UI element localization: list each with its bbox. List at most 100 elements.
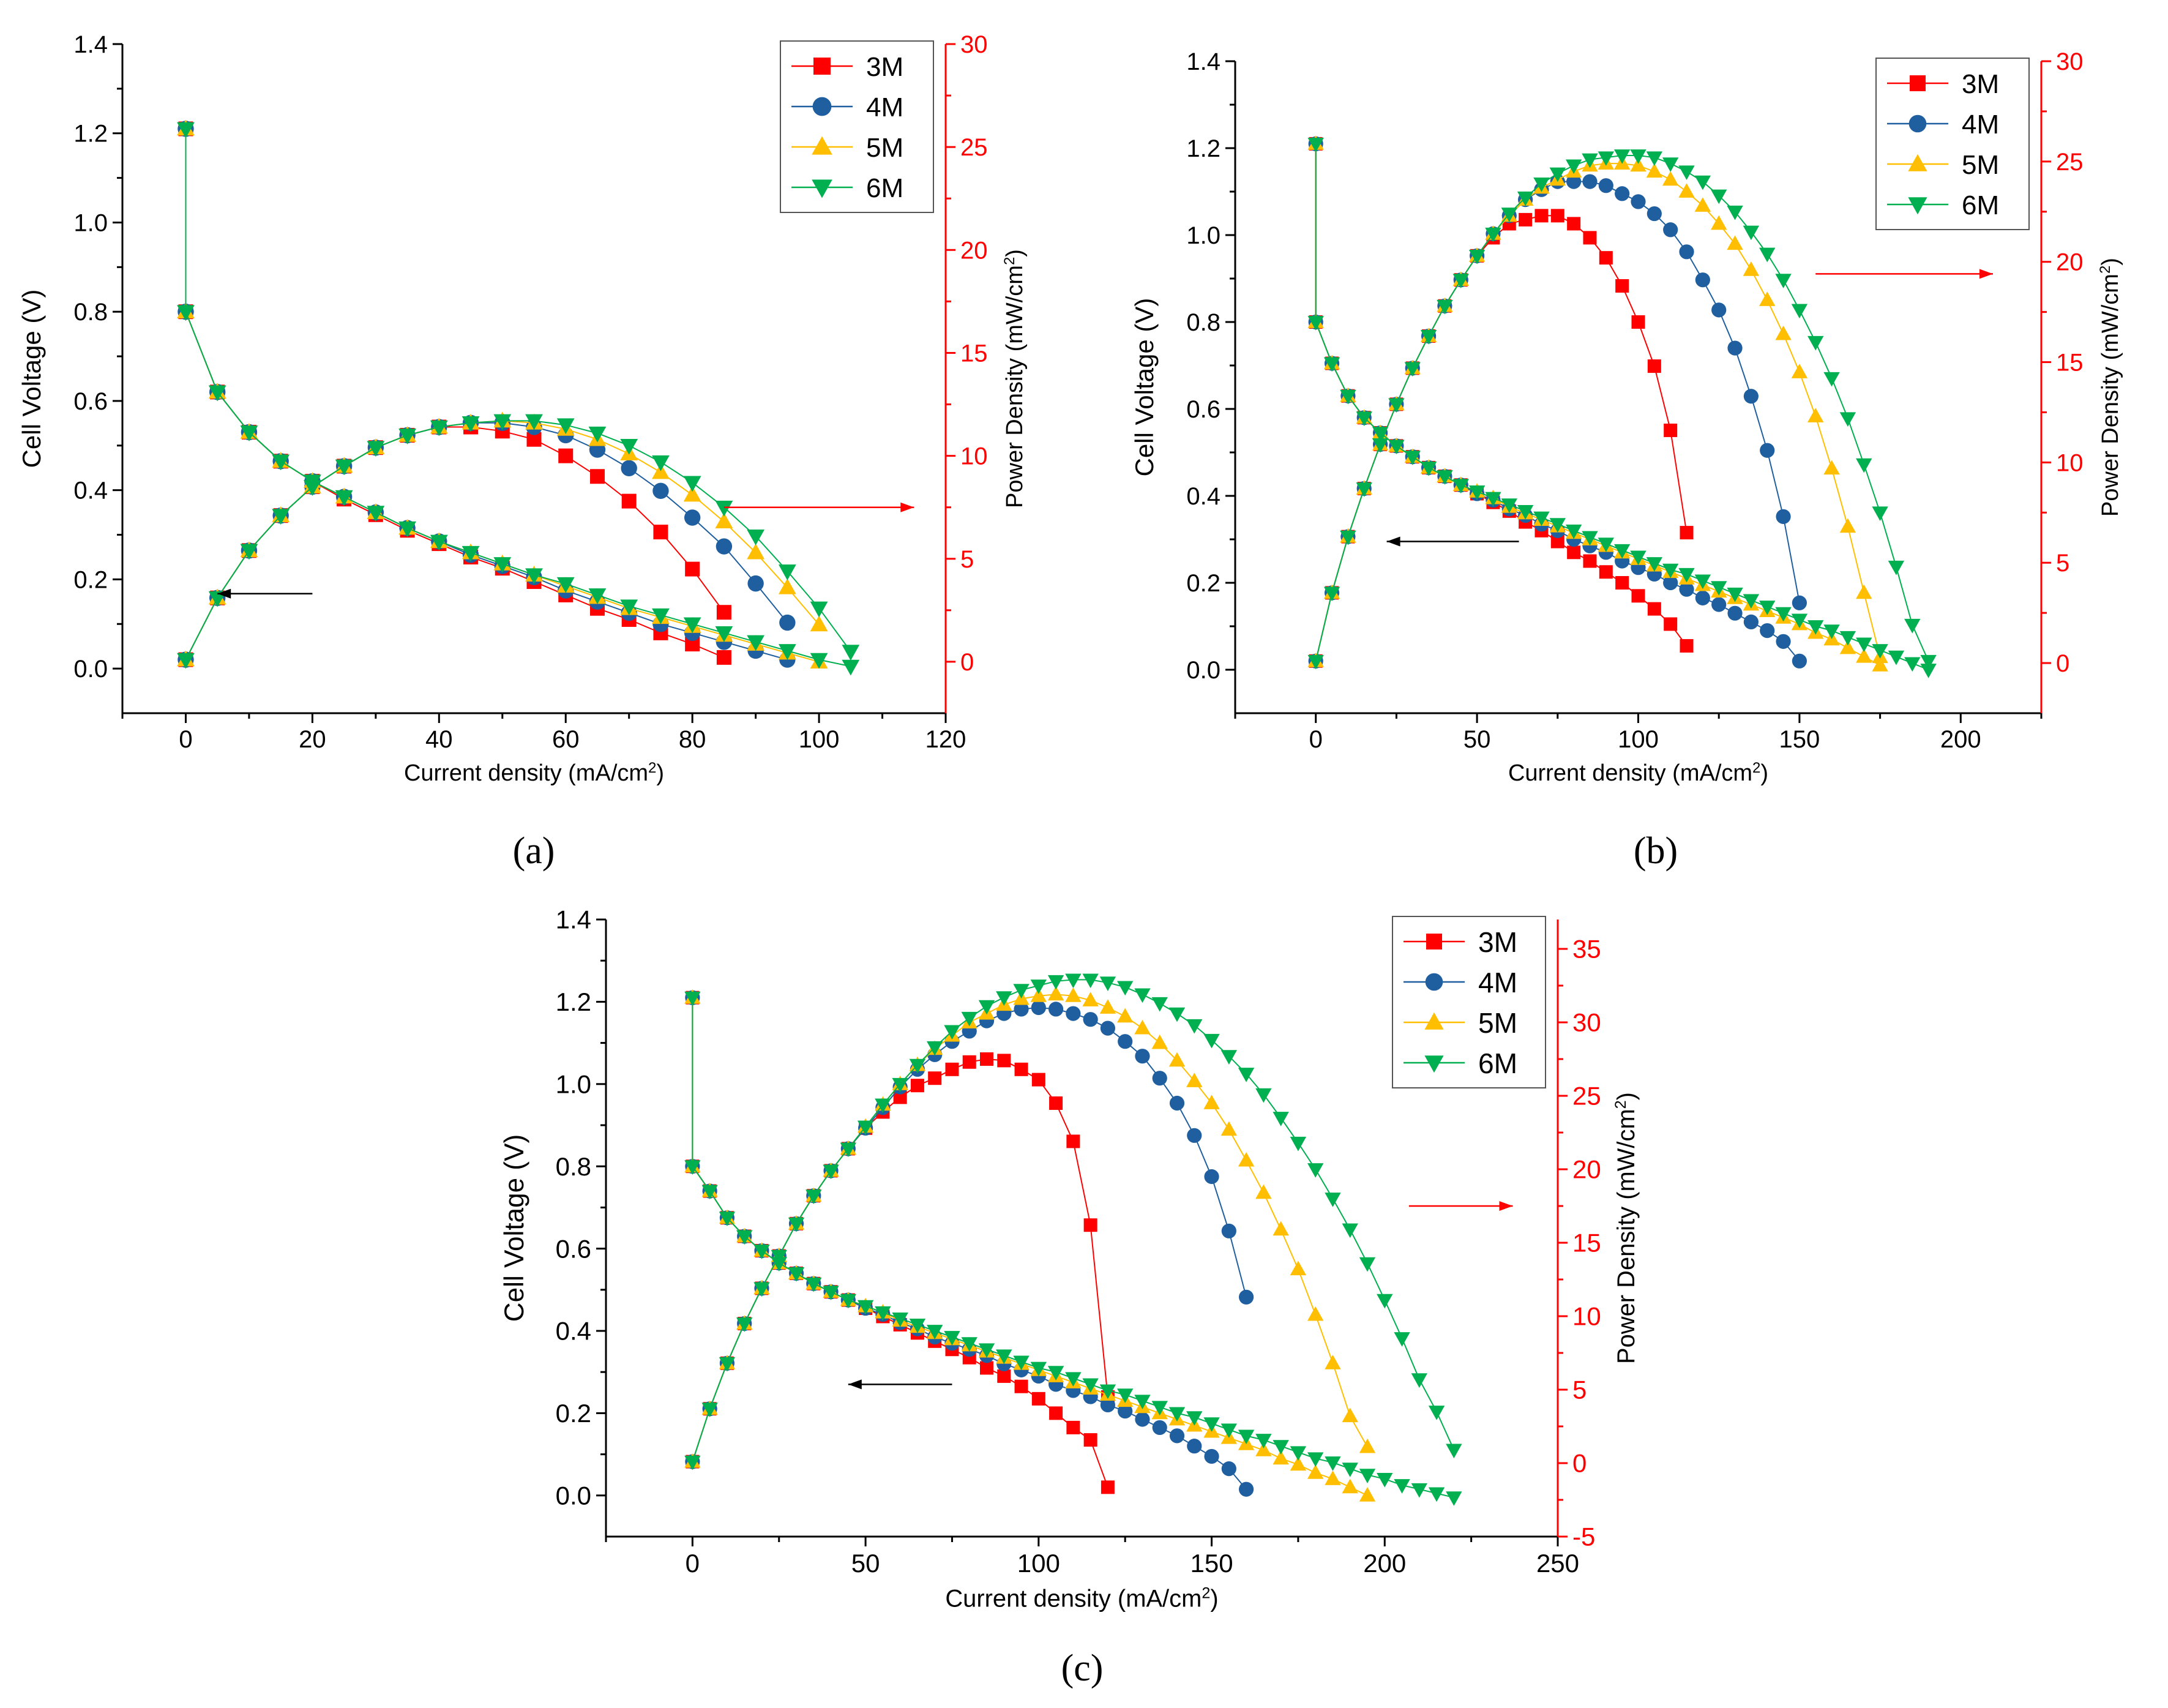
voltage-point-6M (1437, 470, 1453, 485)
power-point-3M (653, 525, 668, 540)
power-point-6M (1323, 586, 1340, 602)
x-tick-label: 20 (299, 726, 326, 753)
voltage-point-6M (1116, 1388, 1134, 1403)
legend-marker-5M (1424, 1012, 1444, 1030)
power-point-6M (1517, 191, 1534, 206)
power-point-4M (1792, 595, 1807, 610)
y-tick-label: 1.4 (73, 31, 108, 58)
power-point-6M (556, 418, 575, 435)
power-point-5M (1290, 1260, 1307, 1276)
voltage-point-6M (1082, 1378, 1099, 1393)
power-point-6M (1485, 227, 1501, 242)
legend-marker-6M (1424, 1055, 1444, 1073)
voltage-point-6M (1904, 657, 1921, 672)
voltage-point-3M (1599, 565, 1613, 579)
legend-label-3M: 3M (866, 52, 903, 82)
power-point-5M (747, 543, 765, 560)
y2-tick-label: 35 (1572, 935, 1601, 964)
voltage-point-4M (1776, 634, 1791, 649)
y-tick-label: 1.4 (556, 905, 591, 934)
voltage-point-5M (1872, 657, 1888, 672)
y-tick-label: 0.2 (556, 1399, 591, 1428)
voltage-point-6M (1727, 587, 1743, 602)
power-point-4M (1760, 443, 1775, 458)
power-point-4M (1083, 1012, 1098, 1027)
voltage-point-6M (1791, 613, 1808, 629)
power-point-6M (1273, 1112, 1289, 1126)
power-point-4M (1204, 1169, 1219, 1185)
power-point-5M (1678, 183, 1695, 198)
y-tick-label: 0.6 (556, 1234, 591, 1263)
voltage-point-6M (1290, 1446, 1307, 1461)
x-tick-label: 100 (799, 726, 840, 753)
legend-label-5M: 5M (1478, 1007, 1517, 1039)
y2-tick-label: 20 (960, 237, 988, 264)
power-point-5M (715, 512, 733, 529)
voltage-point-6M (1273, 1440, 1289, 1455)
x-axis-title: Current density (mA/cm2) (404, 760, 664, 787)
voltage-point-6M (1807, 620, 1824, 635)
power-point-5M (1711, 215, 1727, 230)
voltage-point-6M (683, 617, 701, 634)
power-point-3M (910, 1079, 924, 1093)
legend-label-4M: 4M (866, 92, 903, 122)
power-point-6M (892, 1077, 908, 1093)
legend-marker-3M (1910, 75, 1926, 91)
power-point-6M (1134, 988, 1151, 1003)
voltage-point-5M (1255, 1442, 1272, 1456)
y-tick-label: 0.8 (1186, 309, 1220, 336)
voltage-point-4M (1221, 1461, 1236, 1477)
power-point-5M (1307, 1306, 1324, 1321)
power-point-5M (1359, 1438, 1376, 1453)
x-tick-label: 120 (925, 726, 966, 753)
voltage-point-6M (1168, 1407, 1186, 1422)
power-point-6M (788, 1217, 805, 1232)
power-point-3M (1083, 1218, 1097, 1232)
voltage-point-6M (909, 1319, 926, 1333)
power-point-4M (1187, 1128, 1202, 1143)
power-point-3M (1031, 1073, 1045, 1087)
power-point-6M (944, 1025, 960, 1040)
voltage-point-6M (398, 521, 416, 537)
power-point-6M (1598, 151, 1615, 167)
voltage-point-3M (1631, 589, 1645, 603)
power-point-6M (1428, 1406, 1445, 1420)
voltage-line-6M (1315, 143, 1929, 670)
voltage-point-6M (1630, 550, 1647, 566)
power-point-4M (652, 482, 669, 499)
power-point-6M (588, 426, 607, 443)
voltage-point-6M (857, 1300, 874, 1315)
power-point-6M (493, 414, 512, 430)
voltage-point-6M (684, 1160, 701, 1175)
x-axis-title: Current density (mA/cm2) (1508, 760, 1768, 787)
voltage-point-3M (1101, 1480, 1115, 1494)
voltage-point-6M (1356, 411, 1372, 426)
power-point-5M (1759, 291, 1776, 306)
x-tick-label: 200 (1363, 1549, 1406, 1578)
power-point-5M (683, 485, 701, 502)
voltage-point-6M (1394, 1479, 1410, 1494)
power-point-6M (367, 441, 385, 457)
power-point-5M (1047, 986, 1064, 1001)
voltage-point-6M (1359, 1469, 1376, 1483)
legend-box (780, 40, 934, 213)
y2-tick-label: 10 (960, 443, 988, 470)
power-point-6M (978, 1000, 995, 1015)
power-point-5M (778, 578, 796, 594)
legend-marker-3M (813, 58, 831, 75)
voltage-point-6M (1325, 1456, 1341, 1471)
power-point-5M (1168, 1052, 1186, 1067)
voltage-point-3M (1583, 554, 1597, 568)
power-point-3M (1519, 212, 1533, 227)
voltage-point-5M (1839, 639, 1856, 654)
voltage-point-6M (620, 599, 638, 616)
power-point-6M (753, 1282, 770, 1297)
voltage-point-4M (1727, 605, 1743, 621)
voltage-point-3M (1083, 1433, 1097, 1447)
voltage-point-6M (1388, 440, 1405, 455)
voltage-point-6M (1533, 511, 1550, 526)
voltage-point-6M (1646, 557, 1663, 572)
power-point-6M (1082, 973, 1099, 989)
y2-tick-label: 5 (2056, 550, 2069, 577)
